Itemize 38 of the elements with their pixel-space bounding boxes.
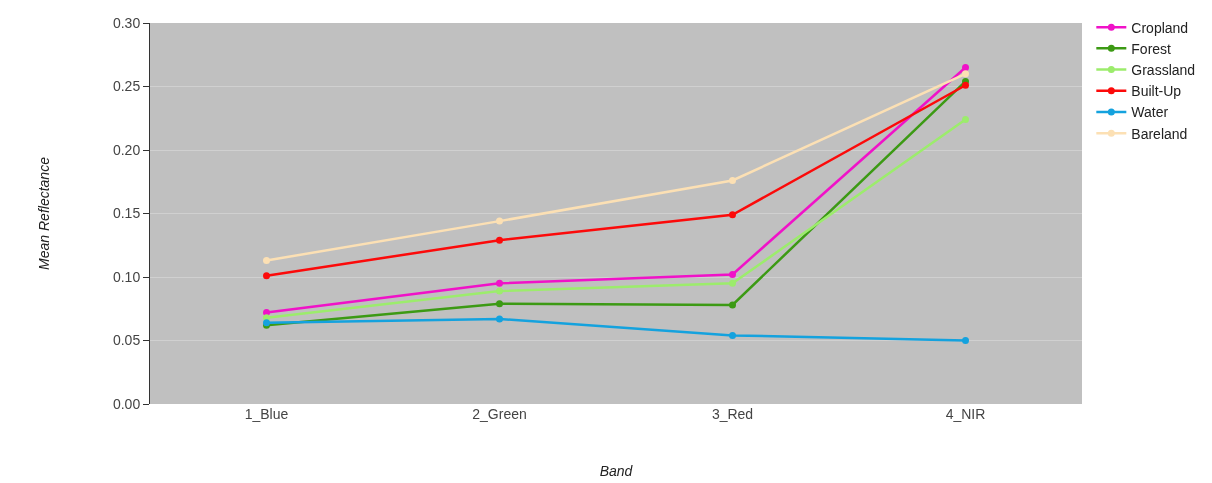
x-tick-label: 1_Blue: [244, 406, 289, 422]
point: [729, 301, 736, 309]
y-tick-label: 0.20: [112, 141, 141, 158]
y-tick-label: 0.00: [112, 395, 141, 412]
point: [962, 70, 969, 78]
point: [496, 300, 503, 308]
point: [496, 217, 503, 225]
legend-label: Cropland: [1131, 19, 1189, 36]
point: [496, 236, 503, 244]
point: [962, 116, 969, 124]
y-tick-label: 0.30: [112, 14, 141, 31]
x-tick-label: 3_Red: [711, 406, 754, 422]
y-tick-label: 0.05: [112, 332, 141, 349]
point: [263, 272, 270, 280]
point: [962, 81, 969, 89]
point: [729, 211, 736, 219]
y-axis-title: Mean Reflectance: [35, 156, 52, 270]
legend-label: Bareland: [1131, 125, 1188, 142]
point: [263, 256, 270, 264]
point: [729, 176, 736, 184]
point: [729, 331, 736, 339]
point: [496, 279, 503, 287]
legend-label: Water: [1131, 104, 1169, 121]
point: [496, 315, 503, 323]
point: [962, 63, 969, 71]
legend-label: Grassland: [1131, 62, 1196, 79]
point: [729, 279, 736, 287]
legend-label: Forest: [1131, 40, 1172, 57]
point: [729, 270, 736, 278]
legend-label: Built-Up: [1131, 83, 1182, 100]
y-tick-label: 0.10: [112, 268, 141, 285]
y-tick-label: 0.15: [112, 205, 141, 222]
point: [496, 287, 503, 295]
x-tick-label: 4_NIR: [945, 406, 986, 422]
y-tick-label: 0.25: [112, 78, 141, 95]
x-tick-label: 2_Green: [472, 406, 527, 422]
point: [962, 337, 969, 344]
x-axis-title: Band: [599, 463, 634, 480]
